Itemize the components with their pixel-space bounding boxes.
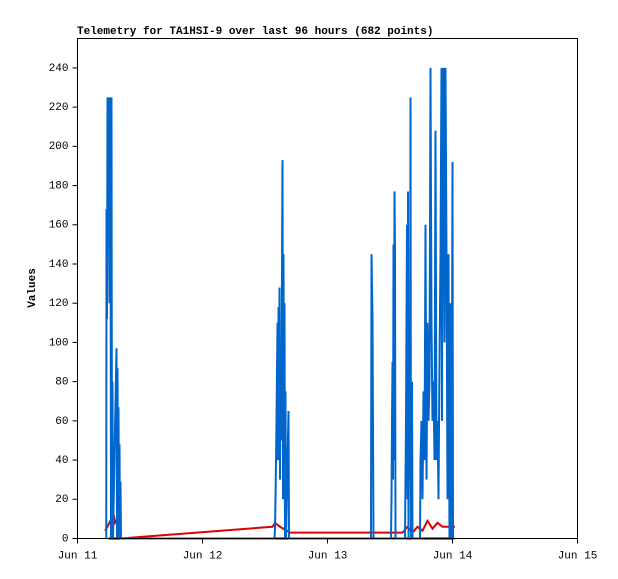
y-tick-label: 240 <box>49 63 69 75</box>
y-tick-label: 180 <box>49 180 69 192</box>
y-tick-label: 100 <box>49 337 69 349</box>
x-tick-label: Jun 14 <box>433 550 473 562</box>
y-tick-label: 140 <box>49 259 69 271</box>
y-tick-label: 200 <box>49 141 69 153</box>
x-tick-label: Jun 12 <box>183 550 223 562</box>
series-line <box>105 67 455 540</box>
y-tick-label: 0 <box>62 533 69 545</box>
y-tick-label: 80 <box>55 377 68 389</box>
y-tick-label: 40 <box>55 455 68 467</box>
y-tick-label: 120 <box>49 298 69 310</box>
chart-title: Telemetry for TA1HSI-9 over last 96 hour… <box>77 26 433 38</box>
y-tick-label: 60 <box>55 416 68 428</box>
x-tick-label: Jun 15 <box>558 550 598 562</box>
y-tick-label: 220 <box>49 102 69 114</box>
x-tick-label: Jun 13 <box>308 550 348 562</box>
x-tick-label: Jun 11 <box>58 550 98 562</box>
y-axis-label: Values <box>27 268 39 308</box>
y-tick-label: 160 <box>49 220 69 232</box>
y-tick-label: 20 <box>55 494 68 506</box>
